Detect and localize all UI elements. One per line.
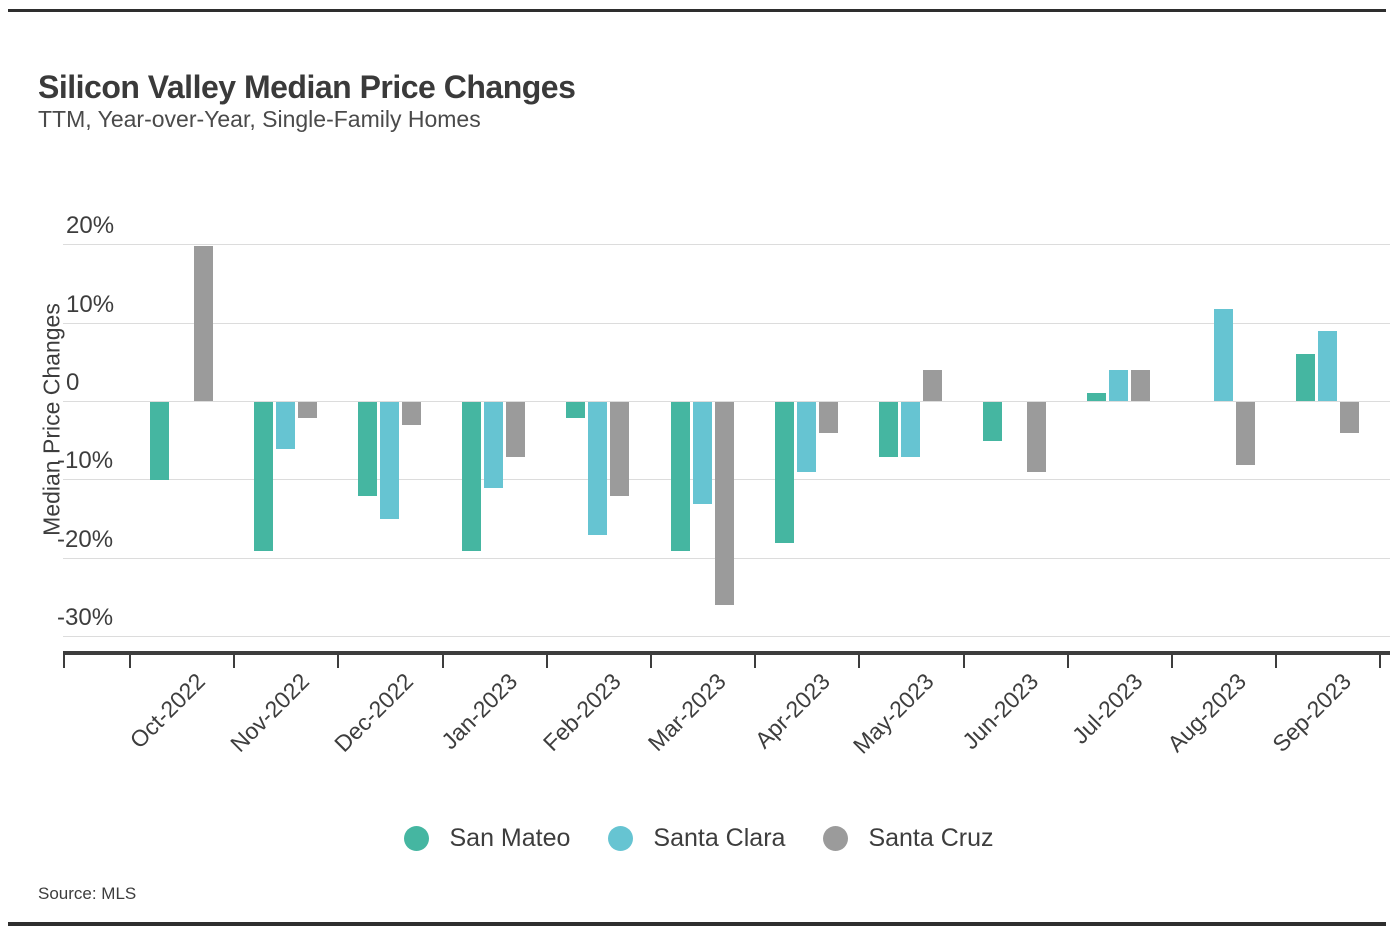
x-tick-label-Jul-2023: Jul-2023 [1066,668,1148,749]
bar-santa-clara-Aug-2023 [1213,308,1233,401]
bar-san-mateo-Jan-2023 [462,402,482,551]
legend-item-santa-clara: Santa Clara [608,824,785,853]
bar-santa-cruz-Oct-2022 [193,246,213,401]
bar-santa-clara-Apr-2023 [796,402,816,473]
bar-santa-cruz-Nov-2022 [297,402,317,418]
bar-santa-clara-Dec-2022 [380,402,399,520]
legend-item-santa-cruz: Santa Cruz [823,824,994,853]
bar-santa-cruz-May-2023 [923,369,942,401]
bar-santa-clara-May-2023 [901,402,920,457]
bar-san-mateo-May-2023 [879,402,898,457]
x-tick-label-Dec-2022: Dec-2022 [328,668,418,757]
bar-san-mateo-Dec-2022 [358,402,377,496]
bar-santa-cruz-Jan-2023 [506,402,526,457]
bar-santa-clara-Mar-2023 [692,402,712,504]
y-tick-label: 0 [66,369,80,396]
bar-santa-cruz-Dec-2022 [402,402,421,426]
x-axis-tick [962,655,965,668]
bar-santa-cruz-Apr-2023 [818,402,838,434]
x-tick-label-Oct-2022: Oct-2022 [124,668,210,754]
bar-santa-cruz-Sep-2023 [1339,402,1359,434]
chart-title: Silicon Valley Median Price Changes [38,69,576,106]
top-divider [8,9,1386,12]
bar-santa-cruz-Jul-2023 [1131,369,1151,401]
y-tick-label: -10% [57,447,114,475]
chart-subtitle: TTM, Year-over-Year, Single-Family Homes [38,106,481,132]
bar-santa-clara-Sep-2023 [1317,330,1337,401]
x-axis-line [63,651,1390,655]
bar-santa-cruz-Jun-2023 [1027,402,1047,473]
gridline-10% [63,322,1390,324]
x-tick-label-Feb-2023: Feb-2023 [538,668,627,757]
legend: San Mateo Santa Clara Santa Cruz [0,824,1398,853]
gridline--30% [63,635,1390,637]
y-axis-title: Median Price Changes [38,303,65,536]
x-axis-tick [545,655,548,668]
bar-san-mateo-Jul-2023 [1087,393,1107,401]
x-axis-tick [1171,655,1173,668]
x-axis-tick [129,655,131,668]
bar-san-mateo-Jun-2023 [983,402,1003,442]
bottom-divider [8,922,1386,926]
legend-label: San Mateo [449,824,571,852]
legend-item-san-mateo: San Mateo [404,824,570,853]
gridline-20% [63,244,1390,246]
bar-san-mateo-Sep-2023 [1295,354,1315,401]
x-tick-label-Nov-2022: Nov-2022 [224,668,314,757]
bar-san-mateo-Oct-2022 [149,402,169,481]
bar-santa-clara-Feb-2023 [588,402,608,536]
x-axis-tick [63,655,65,668]
x-axis-tick [1066,655,1069,668]
bar-san-mateo-Feb-2023 [566,402,586,418]
x-axis-tick [650,655,652,668]
bar-santa-cruz-Mar-2023 [714,402,734,606]
x-tick-label-Sep-2023: Sep-2023 [1266,668,1356,757]
bar-santa-clara-Nov-2022 [275,402,295,449]
x-axis-tick [337,655,340,668]
x-axis-tick [1379,655,1382,668]
source-note: Source: MLS [38,884,137,903]
x-axis-tick [1275,655,1278,668]
y-tick-label: -20% [57,525,114,553]
x-tick-label-Jun-2023: Jun-2023 [956,668,1044,755]
bar-santa-clara-Jul-2023 [1109,369,1129,401]
legend-label: Santa Cruz [868,824,994,852]
legend-swatch-icon [823,826,849,851]
y-tick-label: 20% [66,212,115,240]
legend-label: Santa Clara [653,824,786,852]
legend-swatch-icon [608,826,634,851]
x-tick-label-Apr-2023: Apr-2023 [749,668,835,754]
bar-san-mateo-Mar-2023 [670,402,690,551]
bar-san-mateo-Apr-2023 [774,402,794,543]
x-tick-label-Mar-2023: Mar-2023 [642,668,731,756]
bar-santa-clara-Jan-2023 [484,402,504,489]
bar-santa-cruz-Aug-2023 [1235,402,1255,465]
x-axis-tick [441,655,444,668]
x-axis-tick [754,655,757,668]
legend-swatch-icon [404,826,430,851]
x-tick-label-Aug-2023: Aug-2023 [1162,668,1252,757]
x-tick-label-May-2023: May-2023 [848,668,939,759]
y-tick-label: 10% [66,290,115,318]
x-tick-label-Jan-2023: Jan-2023 [435,668,523,755]
x-axis-tick [233,655,236,668]
x-axis-tick [858,655,861,668]
y-tick-label: -30% [57,603,114,631]
bar-san-mateo-Nov-2022 [253,402,273,551]
gridline-0 [63,401,1390,402]
bar-santa-cruz-Feb-2023 [610,402,630,496]
